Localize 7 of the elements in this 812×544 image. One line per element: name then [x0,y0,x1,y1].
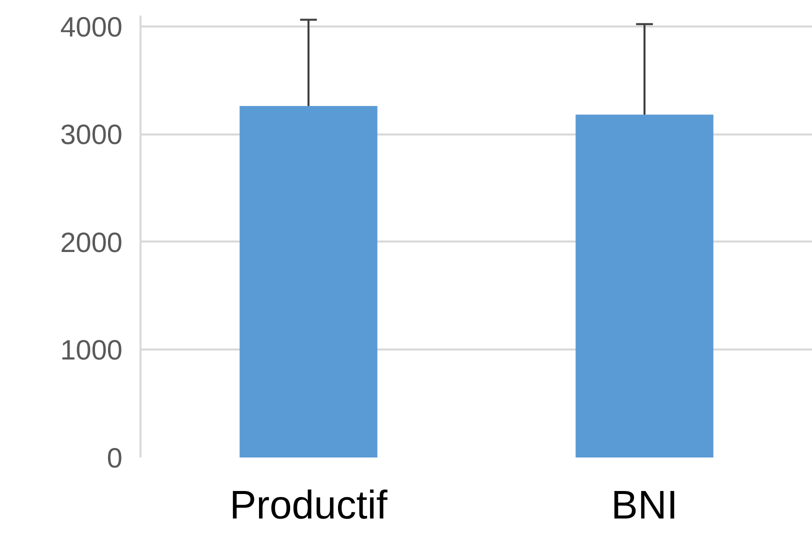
y-tick-label: 3000 [60,119,123,150]
x-tick-label: Productif [230,484,388,528]
x-tick-label: BNI [611,484,678,528]
y-tick-label: 4000 [60,11,123,42]
y-tick-label: 0 [106,442,123,474]
y-tick-label: 2000 [60,226,123,258]
y-tick-label: 1000 [60,334,123,366]
